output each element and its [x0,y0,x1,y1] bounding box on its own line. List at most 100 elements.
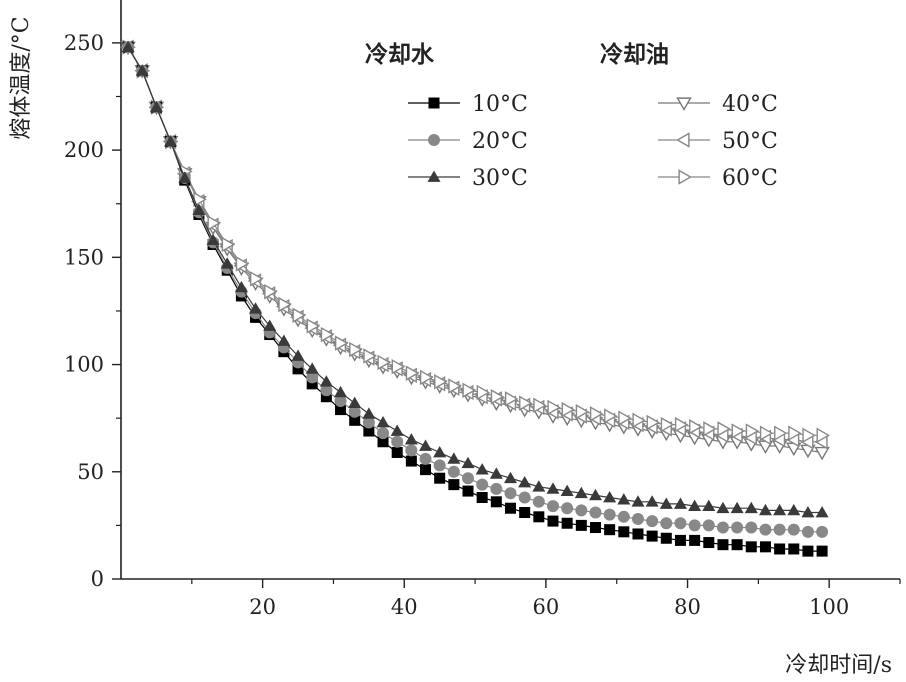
data-point [618,410,632,426]
data-point [305,362,319,374]
data-point [745,541,757,553]
data-point [434,374,448,390]
data-point [518,476,532,488]
data-point [490,389,505,405]
data-point [802,427,816,444]
data-point [476,384,491,401]
data-point [489,467,503,479]
data-point [660,517,673,530]
data-point [745,423,760,439]
legend: 冷却水 10°C 20°C 30°C 冷却油 40°C 50°C 60°C [365,41,778,191]
data-point [391,358,406,375]
data-point [377,354,391,371]
data-point [603,491,617,503]
data-point [774,425,788,441]
data-point [306,378,318,390]
data-point [377,427,390,440]
data-point [660,532,672,544]
data-point [362,416,375,429]
legend-marker [427,170,441,182]
data-point [306,371,319,384]
data-point [234,280,248,293]
data-point [504,487,517,500]
data-point [646,414,661,431]
data-point [447,452,461,464]
x-tick-label: 60 [533,595,560,619]
data-point [589,506,602,519]
series-line [127,46,823,552]
data-point [306,318,321,334]
data-point [689,534,701,546]
y-axis-title: 熔体温度/°C [9,16,34,139]
data-point [320,326,335,343]
data-point [659,497,673,509]
data-point [703,537,715,549]
x-tick-label: 100 [809,595,849,619]
data-point [814,446,830,461]
data-point [716,501,730,514]
data-point [349,341,363,358]
data-point [547,399,561,416]
legend-group-title: 冷却水 [365,41,435,68]
x-tick-label: 40 [391,595,418,619]
data-point [404,433,418,445]
data-point [816,525,829,538]
legend-group-title: 冷却油 [600,41,669,68]
data-point [192,203,206,216]
y-tick-label: 0 [91,567,104,591]
legend-item: 10°C [408,92,528,117]
legend-marker [428,134,440,146]
data-point [561,502,574,515]
data-point [490,482,503,495]
data-point [462,472,475,485]
data-point [263,319,277,331]
data-point [376,415,390,428]
data-point [603,508,616,521]
data-point [617,493,631,505]
data-point [419,369,434,386]
axes: 20 40 60 80 100 0 50 100 150 200 250 [64,0,901,619]
data-point [716,521,729,534]
data-point [220,257,234,269]
data-point [816,427,831,444]
data-point [646,515,659,528]
data-point [575,404,590,420]
data-point [490,496,502,508]
legend-item: 30°C [408,166,528,191]
data-point [788,543,800,555]
data-point [235,256,250,272]
data-point [589,522,601,534]
legend-item: 50°C [658,129,778,154]
data-point [646,530,658,542]
data-point [688,519,701,532]
data-point [617,510,630,523]
data-point [815,506,829,518]
data-point [278,296,292,313]
data-point [674,534,686,546]
series-30°C [121,40,829,518]
data-point [277,334,291,346]
legend-item: 40°C [658,92,778,117]
data-point [547,515,559,527]
data-point [604,408,618,424]
data-point [801,525,814,538]
legend-marker [678,169,692,185]
data-point [348,396,362,409]
data-point [221,236,236,253]
data-point [292,307,306,323]
data-point [787,503,801,516]
data-point [264,283,278,300]
data-point [178,171,192,183]
data-point [759,523,772,536]
data-point [575,504,588,517]
legend-item: 20°C [408,129,528,154]
legend-label: 60°C [722,166,778,191]
data-point [758,503,772,516]
data-point [744,501,758,514]
data-point [660,416,675,433]
data-point [774,543,786,555]
y-tick-label: 200 [64,138,104,162]
data-point [674,416,689,433]
series-60°C [122,39,831,444]
